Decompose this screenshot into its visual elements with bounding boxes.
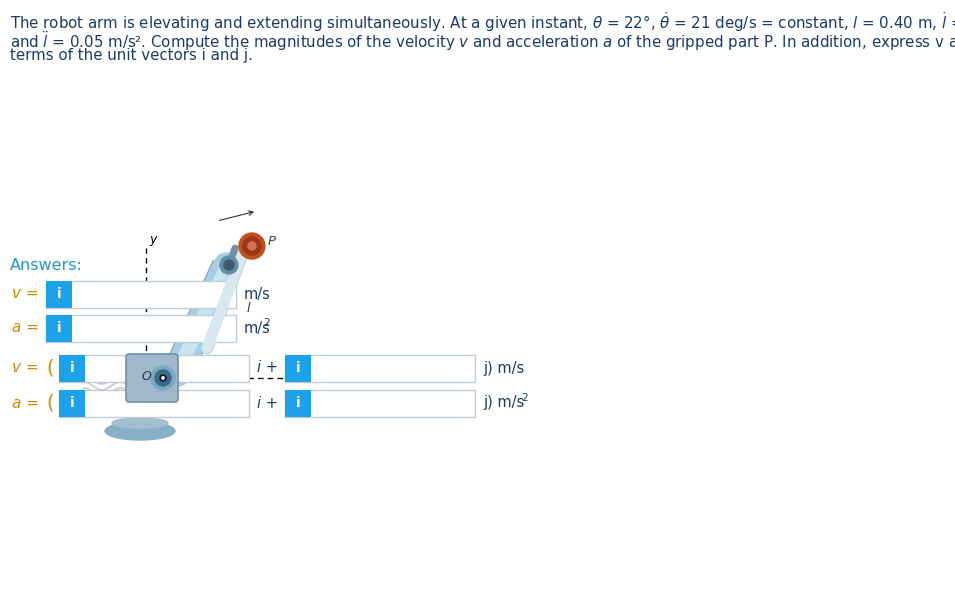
Circle shape <box>161 377 164 379</box>
FancyBboxPatch shape <box>285 390 475 417</box>
Text: i: i <box>56 287 61 301</box>
Bar <box>59 390 85 417</box>
Text: The robot arm is elevating and extending simultaneously. At a given instant, $\t: The robot arm is elevating and extending… <box>10 10 955 34</box>
FancyBboxPatch shape <box>46 315 236 342</box>
Bar <box>285 390 311 417</box>
FancyBboxPatch shape <box>59 355 249 381</box>
Text: $\theta$: $\theta$ <box>206 357 216 371</box>
Text: Answers:: Answers: <box>10 258 83 273</box>
Text: l: l <box>247 302 250 315</box>
Text: a =: a = <box>12 396 39 411</box>
Bar <box>131 399 149 417</box>
Text: j) m/s: j) m/s <box>483 396 524 411</box>
FancyBboxPatch shape <box>126 354 178 402</box>
Text: P: P <box>268 235 276 247</box>
Text: i: i <box>56 321 61 335</box>
Circle shape <box>223 260 234 270</box>
Text: 2: 2 <box>264 318 270 328</box>
FancyBboxPatch shape <box>46 281 236 308</box>
Text: i: i <box>70 361 74 375</box>
Bar <box>133 415 147 419</box>
Bar <box>46 281 72 308</box>
Text: j) m/s: j) m/s <box>483 361 524 375</box>
Text: i +: i + <box>257 396 278 411</box>
Text: m/s: m/s <box>244 321 271 336</box>
Text: (: ( <box>46 393 53 412</box>
Circle shape <box>160 375 166 381</box>
Text: terms of the unit vectors i and j.: terms of the unit vectors i and j. <box>10 48 253 63</box>
Ellipse shape <box>105 422 175 440</box>
Circle shape <box>243 237 261 255</box>
Circle shape <box>220 256 238 274</box>
Text: 0.70 m: 0.70 m <box>156 285 202 298</box>
Circle shape <box>239 233 265 259</box>
Text: y: y <box>149 233 157 246</box>
Text: i +: i + <box>257 361 278 375</box>
Text: a =: a = <box>12 321 39 336</box>
Text: v =: v = <box>12 361 38 375</box>
Text: 2: 2 <box>520 393 527 403</box>
Text: i: i <box>296 396 300 410</box>
Circle shape <box>248 242 256 250</box>
Text: O: O <box>141 371 151 383</box>
FancyBboxPatch shape <box>59 390 249 417</box>
Ellipse shape <box>112 418 168 428</box>
Bar <box>285 355 311 381</box>
Text: m/s: m/s <box>244 287 271 302</box>
Circle shape <box>155 370 171 386</box>
Text: i: i <box>296 361 300 375</box>
Text: and $\ddot{l}$ = 0.05 m/s². Compute the magnitudes of the velocity $v$ and accel: and $\ddot{l}$ = 0.05 m/s². Compute the … <box>10 29 955 53</box>
Text: v =: v = <box>12 287 38 302</box>
Text: (: ( <box>46 359 53 377</box>
Bar <box>59 355 85 381</box>
Bar <box>46 315 72 342</box>
Circle shape <box>151 366 175 390</box>
Text: x: x <box>301 371 308 383</box>
Text: i: i <box>70 396 74 410</box>
FancyBboxPatch shape <box>285 355 475 381</box>
